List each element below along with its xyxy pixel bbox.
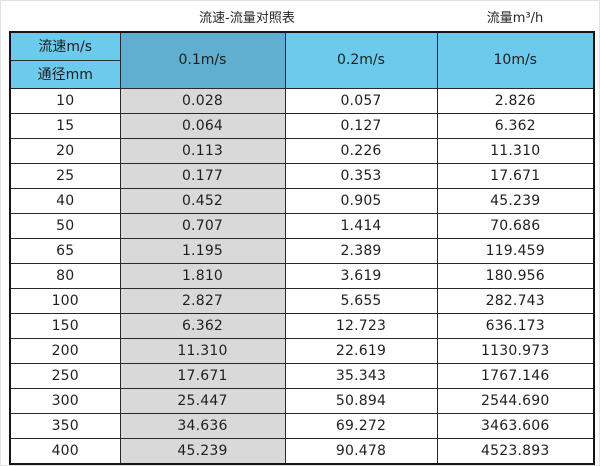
flow-value-cell: 0.353 <box>284 162 438 189</box>
flow-value-cell: 70.686 <box>436 212 595 239</box>
diameter-cell: 20 <box>9 137 121 164</box>
diameter-cell: 100 <box>9 287 121 314</box>
flow-value-cell: 180.956 <box>436 262 595 289</box>
header-row-top: 流速m/s 0.1m/s 0.2m/s 10m/s <box>9 31 595 89</box>
flow-value-cell: 1.414 <box>284 212 438 239</box>
table-title: 流速-流量对照表 <box>199 11 295 26</box>
flow-value-cell: 90.478 <box>284 437 438 465</box>
title-bar: 流速-流量对照表 流量m³/h <box>1 1 599 31</box>
diameter-cell: 80 <box>9 262 121 289</box>
flow-value-cell: 17.671 <box>119 362 286 389</box>
table-row: 200 11.310 22.619 1130.973 <box>9 337 595 364</box>
flow-value-cell: 35.343 <box>284 362 438 389</box>
flow-value-cell: 119.459 <box>436 237 595 264</box>
diameter-cell: 200 <box>9 337 121 364</box>
table-row: 250 17.671 35.343 1767.146 <box>9 362 595 389</box>
table-row: 25 0.177 0.353 17.671 <box>9 162 595 189</box>
table-row: 80 1.810 3.619 180.956 <box>9 262 595 289</box>
flow-value-cell: 17.671 <box>436 162 595 189</box>
flow-value-cell: 11.310 <box>119 337 286 364</box>
diameter-cell: 150 <box>9 312 121 339</box>
flow-value-cell: 3.619 <box>284 262 438 289</box>
flow-value-cell: 22.619 <box>284 337 438 364</box>
table-row: 15 0.064 0.127 6.362 <box>9 112 595 139</box>
diameter-cell: 10 <box>9 87 121 114</box>
flow-value-cell: 0.452 <box>119 187 286 214</box>
diameter-cell: 400 <box>9 437 121 465</box>
diameter-cell: 40 <box>9 187 121 214</box>
flow-value-cell: 0.226 <box>284 137 438 164</box>
flow-value-cell: 1.195 <box>119 237 286 264</box>
flow-value-cell: 45.239 <box>119 437 286 465</box>
table-row: 100 2.827 5.655 282.743 <box>9 287 595 314</box>
table-row: 350 34.636 69.272 3463.606 <box>9 412 595 439</box>
flow-value-cell: 69.272 <box>284 412 438 439</box>
table-body: 10 0.028 0.057 2.826 15 0.064 0.127 6.362 20 0.11… <box>9 87 595 465</box>
flow-value-cell: 2.389 <box>284 237 438 264</box>
flow-value-cell: 0.057 <box>284 87 438 114</box>
header-row-bottom: 通径mm <box>9 59 594 89</box>
flow-value-cell: 0.905 <box>284 187 438 214</box>
flow-value-cell: 5.655 <box>284 287 438 314</box>
table-row: 65 1.195 2.389 119.459 <box>9 237 595 264</box>
table-row: 40 0.452 0.905 45.239 <box>9 187 595 214</box>
flow-value-cell: 2.827 <box>119 287 286 314</box>
flow-value-cell: 25.447 <box>119 387 286 414</box>
flow-value-cell: 11.310 <box>436 137 595 164</box>
column-header-10ms: 10m/s <box>436 31 595 89</box>
diameter-cell: 65 <box>9 237 121 264</box>
flow-value-cell: 45.239 <box>436 187 595 214</box>
diameter-cell: 250 <box>9 362 121 389</box>
flow-value-cell: 4523.893 <box>436 437 595 465</box>
diameter-cell: 50 <box>9 212 121 239</box>
diameter-cell: 300 <box>9 387 121 414</box>
flow-value-cell: 1767.146 <box>436 362 595 389</box>
table-row: 150 6.362 12.723 636.173 <box>9 312 595 339</box>
flow-value-cell: 6.362 <box>119 312 286 339</box>
flow-value-cell: 0.177 <box>119 162 286 189</box>
flow-value-cell: 50.894 <box>284 387 438 414</box>
flow-value-cell: 282.743 <box>436 287 595 314</box>
flow-value-cell: 34.636 <box>119 412 286 439</box>
diameter-cell: 15 <box>9 112 121 139</box>
flow-value-cell: 0.113 <box>119 137 286 164</box>
corner-cell-diameter: 通径mm <box>9 59 121 89</box>
flow-value-cell: 636.173 <box>436 312 595 339</box>
diameter-cell: 350 <box>9 412 121 439</box>
flow-value-cell: 6.362 <box>436 112 595 139</box>
flow-value-cell: 12.723 <box>284 312 438 339</box>
flow-value-cell: 2.826 <box>436 87 595 114</box>
flow-value-cell: 1.810 <box>119 262 286 289</box>
flow-value-cell: 2544.690 <box>436 387 595 414</box>
flow-value-cell: 0.127 <box>284 112 438 139</box>
diameter-cell: 25 <box>9 162 121 189</box>
flow-value-cell: 0.028 <box>119 87 286 114</box>
table-header: 流速m/s 0.1m/s 0.2m/s 10m/s 通径mm <box>9 31 595 89</box>
table-row: 10 0.028 0.057 2.826 <box>9 87 595 114</box>
flow-value-cell: 1130.973 <box>436 337 595 364</box>
flow-value-cell: 0.707 <box>119 212 286 239</box>
flow-rate-table: 流速m/s 0.1m/s 0.2m/s 10m/s 通径mm 10 0.028 0.… <box>9 31 595 465</box>
flow-unit-label: 流量m³/h <box>486 11 544 26</box>
column-header-0p1ms: 0.1m/s <box>119 31 286 89</box>
table-row: 400 45.239 90.478 4523.893 <box>9 437 595 465</box>
column-header-0p2ms: 0.2m/s <box>284 31 438 89</box>
flow-value-cell: 3463.606 <box>436 412 595 439</box>
table-row: 300 25.447 50.894 2544.690 <box>9 387 595 414</box>
flow-value-cell: 0.064 <box>119 112 286 139</box>
table-row: 50 0.707 1.414 70.686 <box>9 212 595 239</box>
table-row: 20 0.113 0.226 11.310 <box>9 137 595 164</box>
corner-cell-velocity: 流速m/s <box>9 31 121 61</box>
